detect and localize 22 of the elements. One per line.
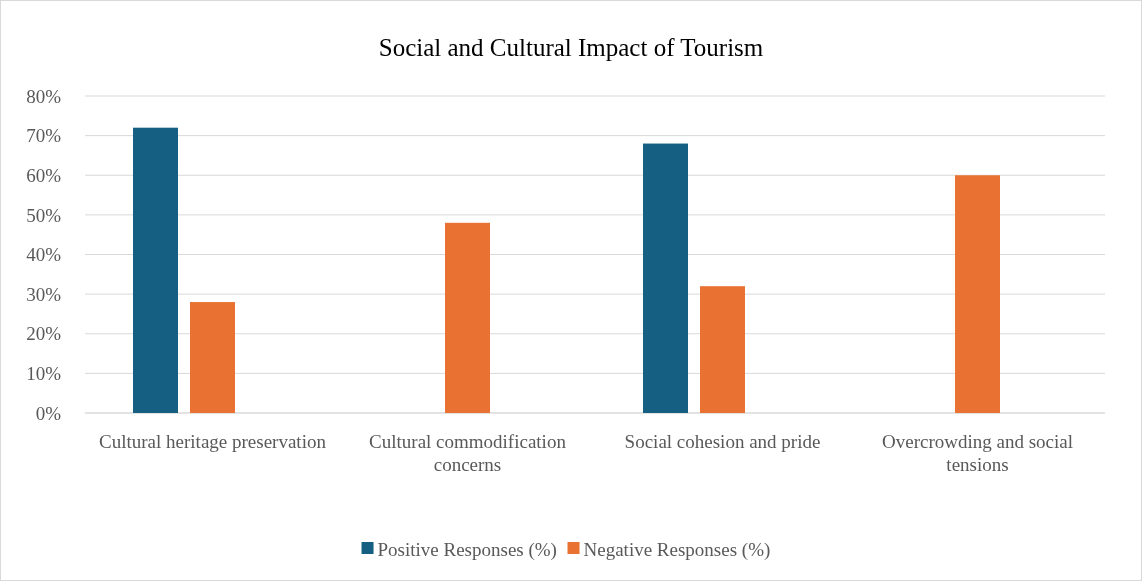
legend-label: Positive Responses (%) [377,538,557,561]
legend-label: Negative Responses (%) [583,538,771,561]
y-tick-label: 20% [26,323,62,345]
x-tick-label: Cultural commodification concerns [369,431,567,475]
y-tick-label: 70% [26,125,62,147]
bar [700,286,745,413]
y-tick-label: 80% [26,85,62,107]
y-tick-label: 0% [35,402,62,424]
bar [133,127,178,413]
bar [445,222,490,413]
bar [643,143,688,413]
x-tick-label: Social cohesion and pride [624,431,821,452]
x-tick-label: Cultural heritage preservation [99,431,327,452]
y-tick-label: 40% [26,244,62,266]
bar [190,302,235,413]
y-tick-label: 60% [26,164,62,186]
y-tick-label: 50% [26,204,62,226]
bar [955,175,1000,413]
y-tick-label: 30% [26,283,62,305]
chart-title: Social and Cultural Impact of Tourism [378,34,764,61]
y-tick-label: 10% [26,363,62,385]
x-tick-label: Overcrowding and social tensions [882,431,1073,475]
